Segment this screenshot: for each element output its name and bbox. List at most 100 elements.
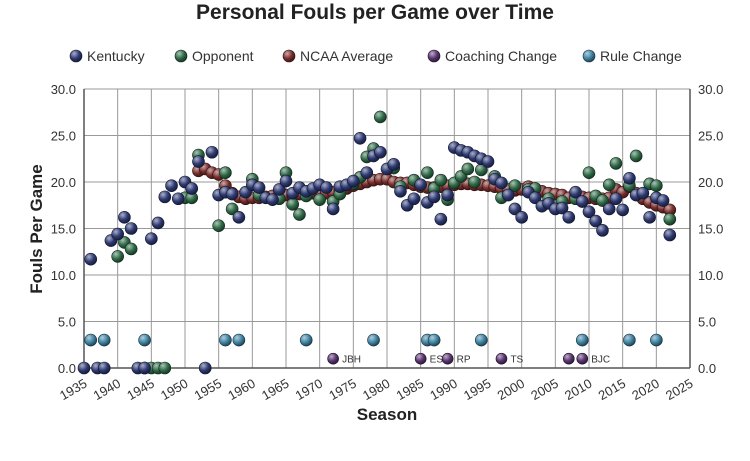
opponent-point	[293, 208, 306, 221]
opponent-point	[219, 166, 232, 179]
kentucky-point	[434, 212, 448, 226]
kentucky-point	[320, 181, 333, 194]
opponent-point	[124, 242, 138, 256]
opponent-legend-label: Opponent	[192, 48, 254, 64]
kentucky-point	[602, 202, 616, 216]
legend: Kentucky Opponent NCAA Average Coaching Cha…	[69, 48, 682, 64]
opponent-point	[373, 110, 387, 124]
opponent-series	[111, 110, 677, 375]
rule-point	[138, 333, 151, 347]
opponent-point	[602, 178, 616, 192]
opponent-point	[313, 193, 326, 206]
ncaa-legend-label: NCAA Average	[300, 48, 393, 64]
kentucky-legend-marker	[69, 49, 83, 63]
kentucky-point	[185, 182, 199, 195]
kentucky-point	[441, 188, 454, 202]
kentucky-point	[84, 252, 98, 266]
kentucky-point	[192, 155, 205, 168]
grid	[83, 88, 691, 369]
rule-point	[623, 333, 636, 347]
kentucky-point	[97, 361, 111, 375]
kentucky-point	[272, 183, 286, 196]
kentucky-point	[528, 191, 542, 205]
kentucky-point	[623, 171, 636, 185]
kentucky-point	[589, 214, 603, 228]
kentucky-point	[145, 232, 158, 246]
kentucky-point	[636, 186, 650, 200]
coaching-point	[562, 352, 575, 365]
rule-point	[219, 333, 232, 347]
opponent-point	[663, 212, 677, 226]
y-tick-label: 10.0	[51, 268, 76, 283]
y-axis-label: Fouls Per Game	[27, 164, 46, 293]
x-tick-label: 1945	[124, 376, 157, 403]
y-tick-label-right: 10.0	[698, 268, 723, 283]
opponent-point	[582, 166, 596, 179]
kentucky-point	[407, 192, 421, 206]
opponent-point	[421, 166, 434, 179]
y-tick-label: 0.0	[58, 361, 76, 376]
coaching-point	[495, 352, 508, 365]
y-tick-label-right: 30.0	[698, 82, 723, 97]
rule-point	[84, 333, 98, 347]
kentucky-point	[555, 201, 569, 215]
rule-point	[650, 333, 663, 347]
kentucky-point	[171, 192, 185, 206]
x-tick-label: 1990	[427, 376, 460, 403]
x-tick-label: 1985	[394, 376, 427, 403]
coaching-series: JBH ES RP TS BJC	[327, 352, 610, 366]
y-tick-label-right: 20.0	[698, 175, 723, 190]
coaching-label: RP	[457, 355, 471, 366]
kentucky-point	[279, 174, 293, 188]
rule-series	[84, 333, 663, 347]
kentucky-series	[77, 131, 677, 375]
kentucky-legend-label: Kentucky	[87, 48, 145, 64]
kentucky-point	[508, 202, 522, 216]
kentucky-point	[360, 166, 374, 179]
x-tick-label: 1950	[158, 376, 191, 403]
kentucky-point	[387, 158, 401, 171]
coaching-label: TS	[510, 355, 523, 366]
y-tick-label: 30.0	[51, 82, 76, 97]
rule-point	[97, 333, 111, 347]
y-tick-label-right: 5.0	[698, 315, 716, 330]
x-tick-label: 2020	[629, 376, 662, 403]
chart-title: Personal Fouls per Game over Time	[196, 1, 554, 24]
y-tick-label: 5.0	[58, 315, 76, 330]
kentucky-point	[582, 205, 596, 219]
x-tick-label: 1955	[192, 376, 225, 403]
coaching-legend-label: Coaching Change	[445, 48, 557, 64]
kentucky-point	[575, 195, 589, 208]
kentucky-point	[151, 216, 165, 230]
kentucky-point	[326, 202, 340, 216]
x-tick-label: 1975	[326, 376, 359, 403]
kentucky-point	[609, 192, 623, 206]
coaching-label: JBH	[342, 355, 361, 366]
kentucky-point	[663, 228, 677, 242]
y-tick-label: 15.0	[51, 222, 76, 237]
opponent-point	[111, 250, 124, 263]
x-axis-label: Season	[357, 405, 417, 424]
kentucky-point	[569, 185, 582, 199]
chart-marks: JBH ES RP TS BJC	[77, 110, 677, 375]
coaching-point	[327, 352, 339, 365]
rule-point	[474, 333, 488, 347]
x-tick-label: 2010	[562, 376, 595, 403]
opponent-point	[434, 173, 448, 187]
opponent-point	[596, 194, 609, 207]
kentucky-point	[124, 222, 138, 235]
opponent-point	[629, 149, 643, 163]
kentucky-point	[643, 211, 656, 224]
kentucky-point	[515, 211, 528, 224]
rule-legend-marker	[582, 49, 596, 63]
kentucky-point	[414, 178, 427, 192]
coaching-label: BJC	[591, 355, 610, 366]
opponent-point	[468, 175, 481, 189]
kentucky-point	[77, 361, 91, 375]
kentucky-point	[616, 203, 629, 217]
y-tick-label-right: 25.0	[698, 129, 723, 144]
y-tick-label: 20.0	[51, 175, 76, 190]
kentucky-point	[165, 179, 178, 193]
kentucky-point	[138, 361, 151, 375]
